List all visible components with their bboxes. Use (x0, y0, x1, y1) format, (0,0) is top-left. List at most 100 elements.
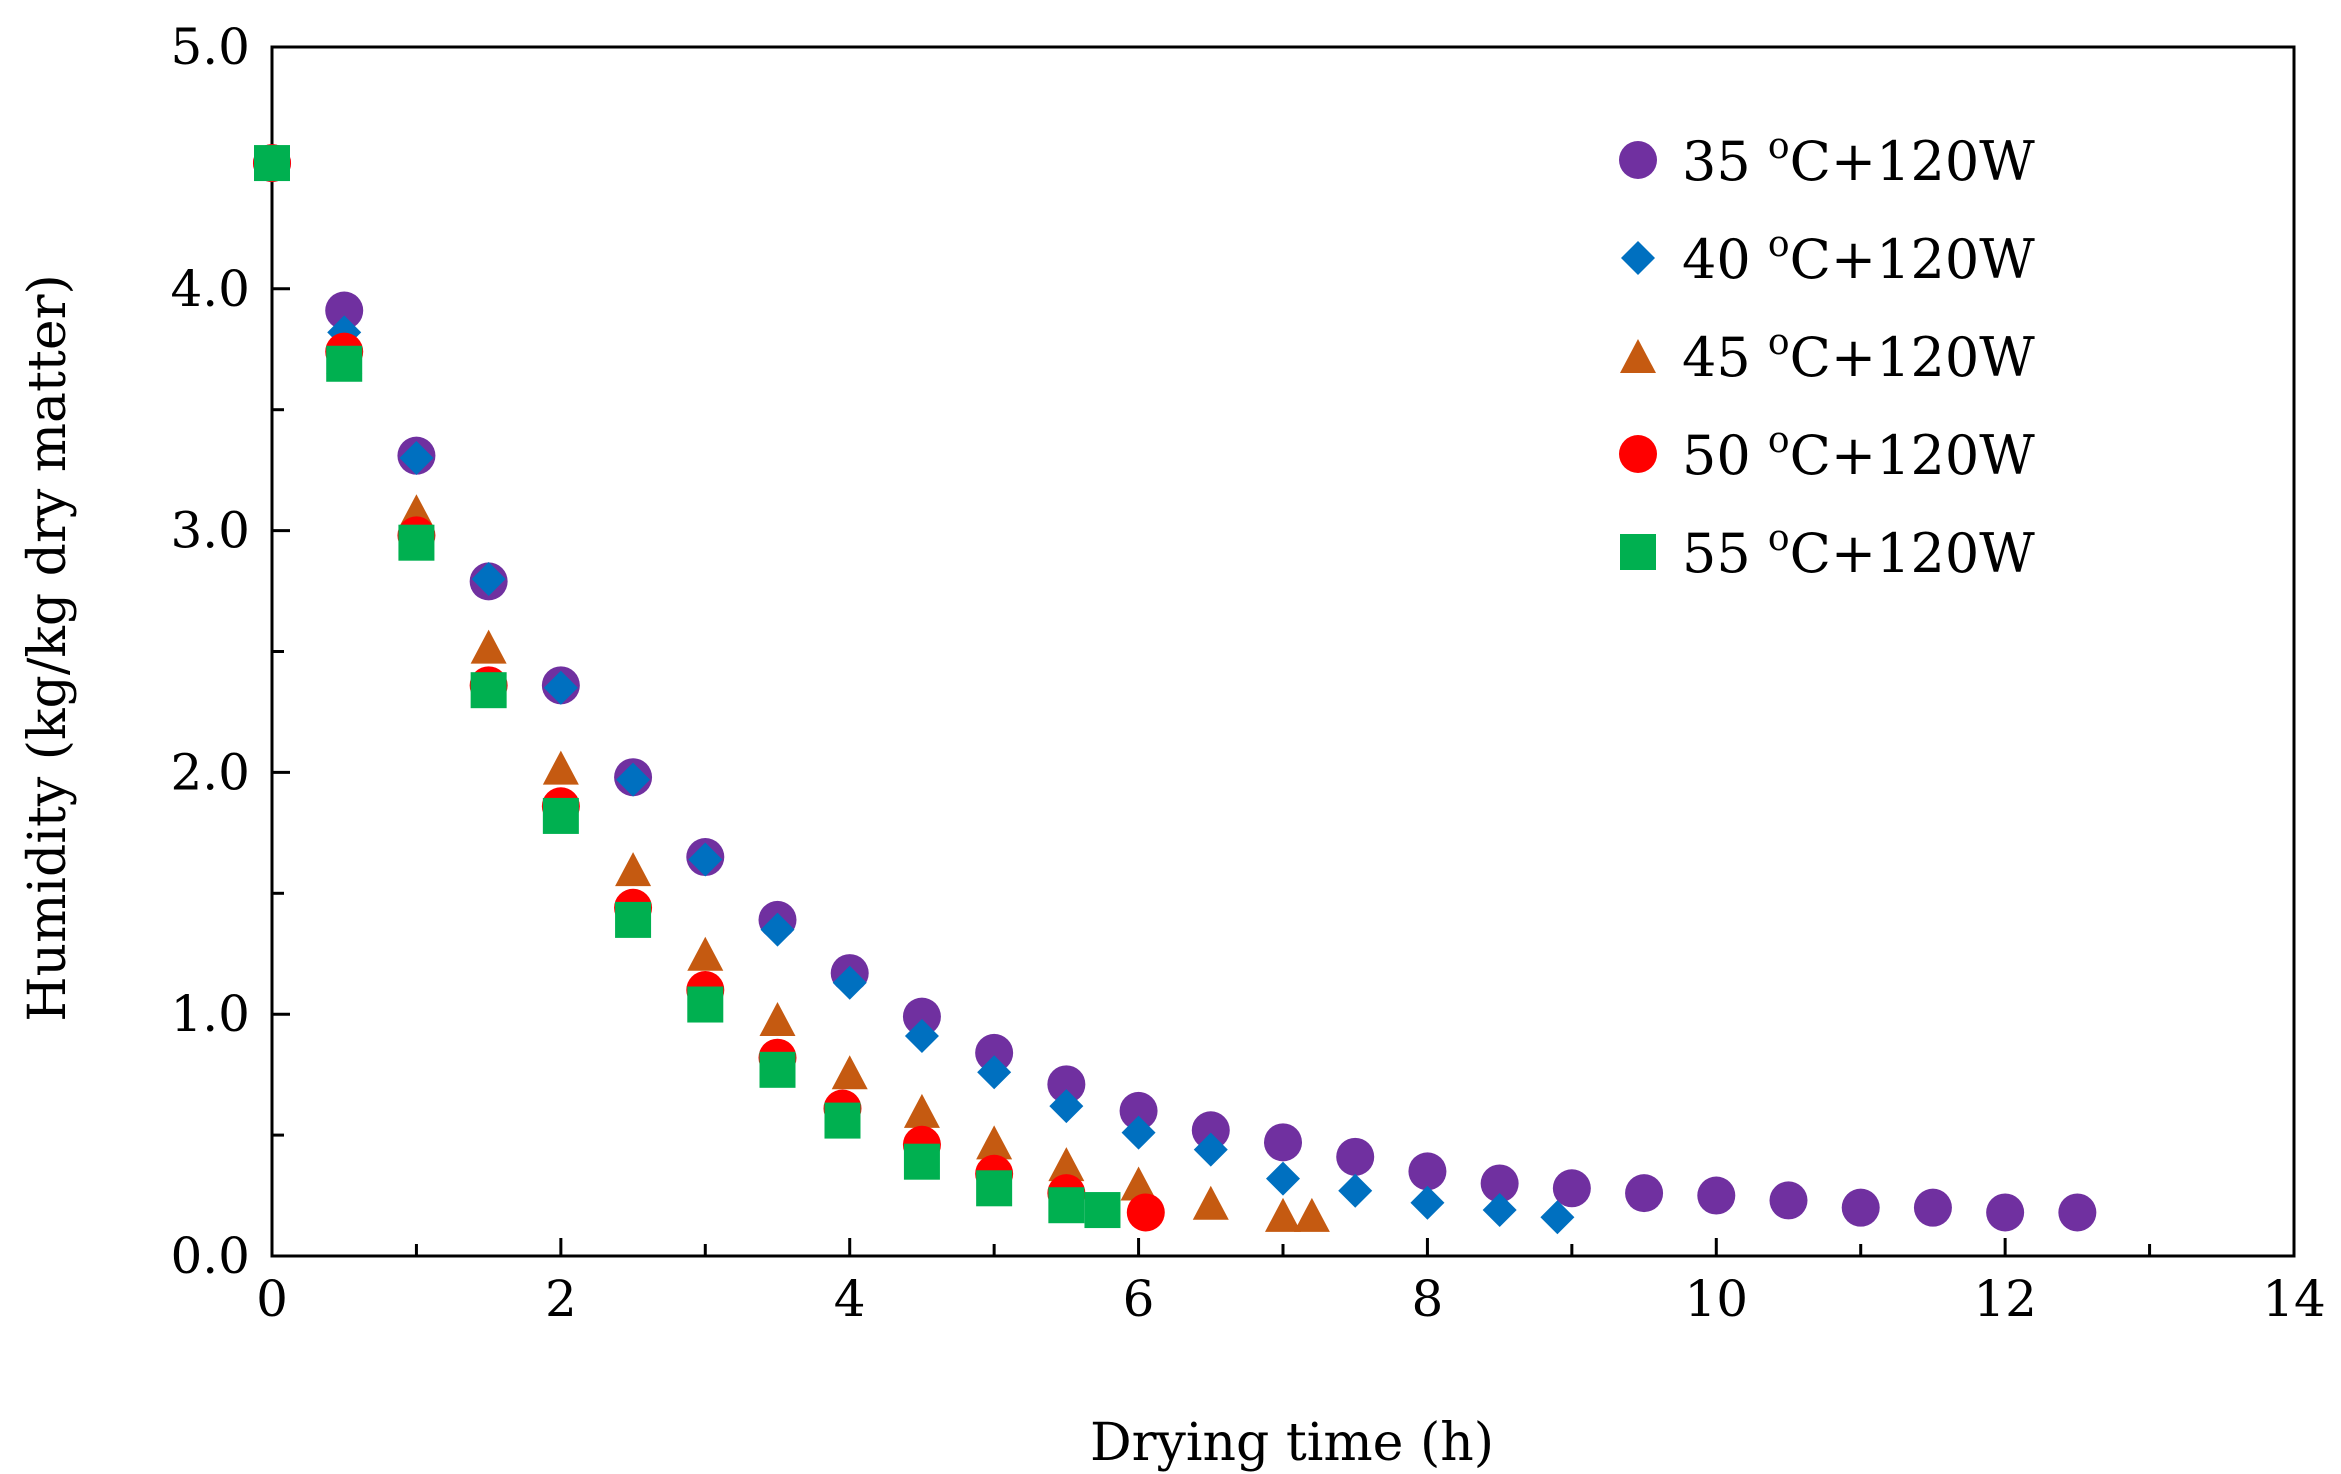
data-point (824, 1102, 861, 1139)
legend-label: 40 oC+120W (1682, 224, 2035, 291)
x-tick-label: 10 (1684, 1270, 1748, 1328)
data-points (253, 144, 2097, 1235)
legend-marker (1620, 339, 1656, 373)
data-point (471, 561, 506, 596)
data-point (1049, 1089, 1084, 1124)
data-point (760, 912, 795, 947)
data-point (1913, 1188, 1952, 1227)
data-point (688, 842, 723, 877)
data-point (1264, 1123, 1302, 1162)
data-point (832, 965, 867, 1000)
data-point (254, 145, 290, 182)
data-point (902, 997, 941, 1036)
data-point (1048, 1187, 1085, 1224)
legend-temp: 40 (1682, 228, 1768, 291)
legend-temp: 55 (1682, 522, 1768, 585)
data-point (1625, 1174, 1664, 1213)
legend-rest: C+120W (1790, 326, 2036, 389)
data-point (1697, 1176, 1736, 1215)
legend-item: 45 oC+120W (1620, 322, 2035, 389)
data-point (470, 629, 507, 664)
data-point (975, 1033, 1014, 1072)
legend-rest: C+120W (1790, 424, 2036, 487)
data-point (903, 1143, 940, 1180)
x-tick-label: 2 (545, 1270, 577, 1328)
data-point (542, 797, 579, 834)
data-point (1293, 1197, 1330, 1232)
data-point (1986, 1193, 2025, 1232)
legend-item: 50 oC+120W (1619, 420, 2035, 487)
legend-label: 50 oC+120W (1682, 420, 2035, 487)
x-axis-title: Drying time (h) (1090, 1413, 1494, 1473)
data-point (1480, 1164, 1519, 1203)
x-tick-label: 14 (2262, 1270, 2326, 1328)
data-point (616, 762, 651, 797)
data-point (1191, 1111, 1230, 1150)
legend-temp: 45 (1682, 326, 1768, 389)
data-point (759, 1051, 796, 1088)
data-point (1121, 1115, 1156, 1150)
y-tick-label: 0.0 (170, 1227, 250, 1285)
y-tick-label: 4.0 (170, 260, 250, 318)
y-axis-title: Humidity (kg/kg dry matter) (18, 274, 78, 1022)
y-tick-label: 3.0 (170, 502, 250, 560)
legend-item: 35 oC+120W (1619, 126, 2035, 193)
data-point (1266, 1161, 1300, 1196)
data-point (903, 1093, 940, 1128)
data-point (1552, 1169, 1591, 1208)
x-tick-label: 8 (1412, 1270, 1444, 1328)
data-point (976, 1125, 1013, 1160)
data-point (1192, 1185, 1229, 1220)
data-point (1126, 1193, 1165, 1232)
data-point (1482, 1193, 1517, 1228)
legend-label: 55 oC+120W (1682, 518, 2035, 585)
legend-degree: o (1768, 126, 1790, 167)
data-point (2058, 1193, 2097, 1232)
legend-marker (1620, 534, 1656, 570)
data-point (1410, 1185, 1445, 1220)
y-tick-label: 1.0 (170, 985, 250, 1043)
data-point (687, 936, 724, 971)
data-point (399, 441, 434, 476)
data-point (1265, 1197, 1301, 1232)
legend-rest: C+120W (1790, 522, 2036, 585)
data-point (326, 345, 363, 382)
legend-marker (1619, 435, 1657, 473)
legend-label: 45 oC+120W (1682, 322, 2035, 389)
data-point (759, 1002, 796, 1037)
data-point (1193, 1132, 1228, 1167)
data-point (615, 852, 652, 887)
x-tick-label: 12 (1973, 1270, 2037, 1328)
data-point (615, 901, 652, 938)
series-40C (255, 146, 1575, 1235)
legend-label: 35 oC+120W (1682, 126, 2035, 193)
data-point (1048, 1147, 1085, 1182)
data-point (1120, 1166, 1157, 1201)
data-point (1769, 1181, 1808, 1220)
data-point (325, 291, 364, 330)
legend-temp: 50 (1682, 424, 1768, 487)
data-point (1841, 1188, 1880, 1227)
data-point (1408, 1152, 1447, 1191)
data-point (831, 1055, 868, 1090)
x-tick-label: 6 (1123, 1270, 1155, 1328)
data-point (542, 750, 579, 785)
legend-rest: C+120W (1790, 228, 2036, 291)
legend-degree: o (1768, 224, 1790, 265)
legend-item: 55 oC+120W (1620, 518, 2035, 585)
legend-rest: C+120W (1790, 130, 2036, 193)
series-35C (253, 144, 2097, 1232)
data-point (977, 1055, 1012, 1090)
legend-marker (1621, 241, 1655, 275)
legend-degree: o (1768, 420, 1790, 461)
legend-marker (1619, 141, 1657, 179)
axes: 0 2 4 6 8 10 12 14 0.0 1.0 2.0 3.0 4.0 5.0 (170, 18, 2325, 1328)
data-point (1119, 1091, 1158, 1130)
data-point (687, 986, 724, 1023)
legend-temp: 35 (1682, 130, 1768, 193)
series-55C (254, 145, 1121, 1229)
x-tick-label: 4 (834, 1270, 866, 1328)
data-point (904, 1018, 939, 1053)
